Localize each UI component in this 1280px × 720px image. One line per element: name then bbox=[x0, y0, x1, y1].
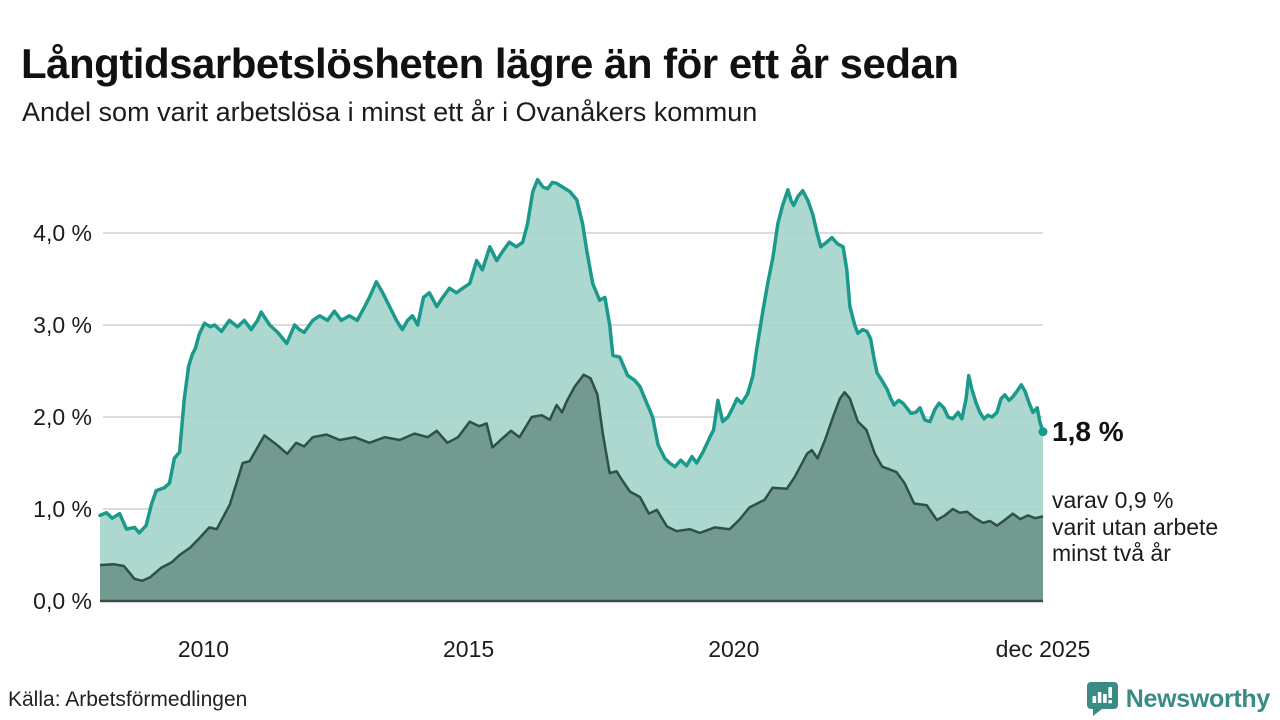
newsworthy-chart-bubble-icon bbox=[1086, 682, 1118, 716]
y-tick-4: 4,0 % bbox=[33, 220, 92, 246]
latest-value-label: 1,8 % bbox=[1052, 416, 1124, 447]
y-tick-1: 1,0 % bbox=[33, 496, 92, 522]
secondary-annotation: varav 0,9 % varit utan arbete minst två … bbox=[1052, 487, 1219, 566]
source-attribution: Källa: Arbetsförmedlingen bbox=[8, 688, 248, 711]
page-title: Långtidsarbetslösheten lägre än för ett … bbox=[21, 40, 959, 88]
chart-subtitle: Andel som varit arbetslösa i minst ett å… bbox=[22, 97, 758, 127]
area-minst-tva-ar bbox=[100, 374, 1043, 601]
y-tick-2: 2,0 % bbox=[33, 404, 92, 430]
latest-point-marker bbox=[1038, 427, 1048, 437]
x-tick-2015: 2015 bbox=[443, 636, 494, 662]
x-tick-2010: 2010 bbox=[178, 636, 229, 662]
y-tick-0: 0,0 % bbox=[33, 588, 92, 614]
newsworthy-wordmark: Newsworthy bbox=[1125, 684, 1271, 713]
y-tick-3: 3,0 % bbox=[33, 312, 92, 338]
line-minst-ett-ar bbox=[98, 177, 1045, 535]
newsworthy-logo: Newsworthy bbox=[1086, 681, 1270, 717]
line-minst-tva-ar bbox=[99, 373, 1044, 583]
x-tick-dec-2025: dec 2025 bbox=[996, 636, 1091, 662]
x-tick-2020: 2020 bbox=[708, 636, 759, 662]
unemployment-area-chart: 0,0 % 1,0 % 2,0 % 3,0 % 4,0 % 2010 2015 2020 dec… bbox=[33, 177, 1091, 662]
